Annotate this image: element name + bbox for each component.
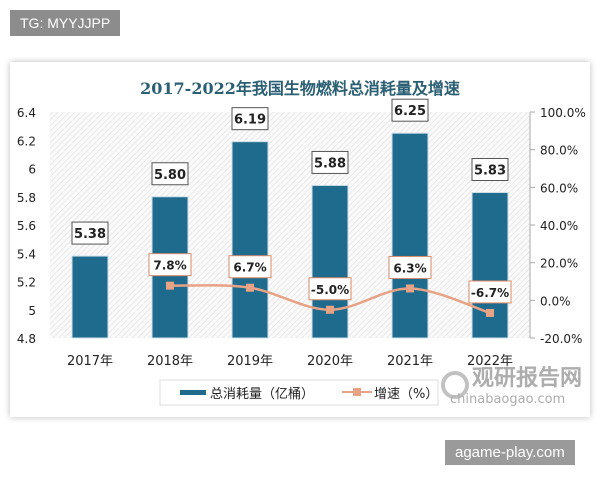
left-tick-label: 4.8	[17, 332, 36, 346]
right-tick-label: 80.0%	[540, 144, 578, 158]
legend-bar-swatch	[180, 390, 206, 395]
right-tick-label: -20.0%	[540, 332, 582, 346]
left-tick-label: 6	[28, 163, 36, 177]
watermark-cn: 观研报告网	[472, 366, 582, 391]
left-tick-label: 5.4	[17, 247, 36, 261]
x-tick-label: 2020年	[307, 354, 353, 369]
right-tick-label: 100.0%	[540, 106, 586, 120]
bar-label-box	[391, 98, 429, 122]
chart-title: 2017-2022年我国生物燃料总消耗量及增速	[140, 79, 460, 98]
bar-label-box	[231, 107, 269, 131]
right-tick-label: 0.0%	[540, 294, 571, 308]
bar-label-box	[151, 162, 189, 186]
growth-label-box	[148, 253, 192, 277]
left-tick-label: 5.6	[17, 219, 36, 233]
watermark-en: chinabaogao.com	[450, 392, 565, 407]
bar-label-box	[471, 158, 509, 182]
bar	[71, 255, 109, 339]
legend-line-marker	[353, 388, 361, 396]
growth-marker	[326, 305, 334, 314]
growth-label-box	[308, 277, 352, 301]
growth-marker	[246, 283, 254, 292]
bar-data-label: 5.80	[154, 168, 186, 183]
left-tick-label: 6.4	[17, 106, 36, 120]
x-tick-label: 2017年	[67, 354, 113, 369]
left-tick-label: 6.2	[17, 134, 36, 148]
left-tick-label: 5.8	[17, 191, 36, 205]
bar-data-label: 5.38	[74, 227, 106, 242]
growth-label-box	[228, 255, 272, 279]
growth-marker	[166, 281, 174, 290]
right-tick-label: 60.0%	[540, 181, 578, 195]
x-tick-label: 2018年	[147, 354, 193, 369]
tag-label: TG: MYYJJPP	[10, 10, 121, 36]
x-tick-label: 2021年	[387, 354, 433, 369]
bar-label-box	[71, 221, 109, 245]
bar	[391, 132, 429, 339]
bar-data-label: 6.25	[394, 104, 426, 119]
bar-data-label: 5.83	[474, 164, 506, 179]
x-tick-label: 2022年	[467, 354, 513, 369]
bar-data-label: 5.88	[314, 156, 346, 171]
growth-data-label: 6.3%	[393, 261, 426, 275]
growth-data-label: 7.8%	[153, 259, 186, 273]
bar	[311, 184, 349, 339]
plot-area	[50, 112, 530, 338]
legend: 总消耗量（亿桶） 增速（%）	[159, 379, 439, 406]
bar-label-box	[311, 150, 349, 174]
bar	[231, 141, 269, 339]
growth-marker	[486, 308, 494, 317]
legend-line-label: 增速（%）	[374, 387, 438, 402]
growth-data-label: -6.7%	[471, 286, 509, 300]
right-tick-label: 40.0%	[540, 219, 578, 233]
growth-data-label: -5.0%	[311, 283, 349, 297]
growth-label-box	[468, 280, 512, 304]
growth-marker	[406, 284, 414, 293]
left-tick-label: 5.2	[17, 276, 36, 290]
growth-label-box	[388, 255, 432, 279]
bar-data-label: 6.19	[234, 113, 266, 128]
x-tick-label: 2019年	[227, 354, 273, 369]
watermark: 观研报告网 chinabaogao.com	[441, 366, 582, 407]
right-tick-label: 20.0%	[540, 257, 578, 271]
left-tick-label: 5	[28, 304, 36, 318]
site-label: agame-play.com	[445, 440, 575, 465]
growth-data-label: 6.7%	[233, 261, 266, 275]
legend-bar-label: 总消耗量（亿桶）	[210, 387, 314, 402]
